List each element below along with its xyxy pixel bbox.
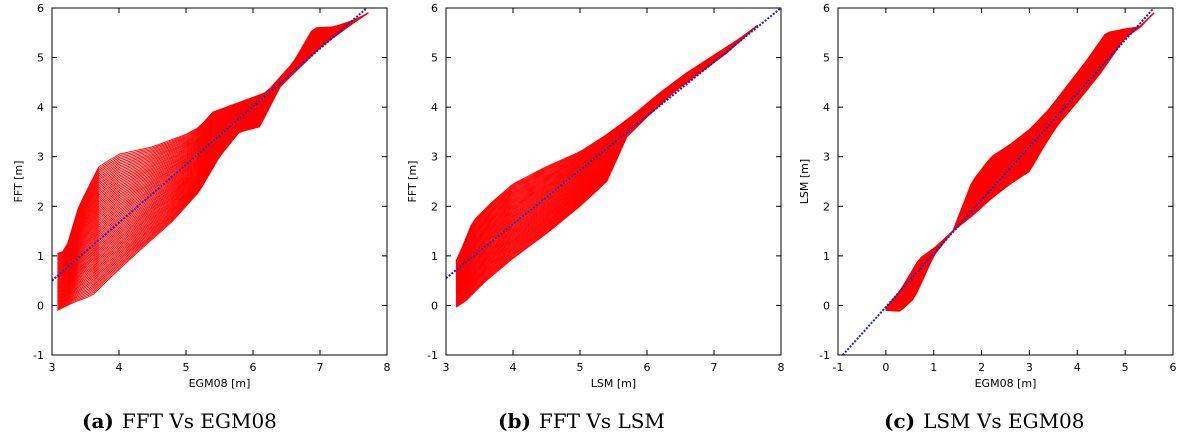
fit-line [51, 7, 368, 282]
chart-panel: 3 4 5 6 7 8 -1 0 1 2 3 4 5 6 EGM08 [m] FFT [m] (a) FFT Vs… [12, 2, 391, 433]
y-tick-label: 4 [37, 101, 44, 114]
y-tick-label: 0 [37, 299, 44, 312]
y-tick-label: 5 [431, 52, 438, 65]
x-tick-label: 7 [317, 361, 324, 374]
caption-text: LSM Vs EGM08 [923, 409, 1084, 433]
caption-letter: (c) [884, 409, 915, 433]
scatter-series [885, 12, 1155, 312]
fit-line [445, 7, 782, 279]
x-tick-label: 5 [577, 361, 584, 374]
plot-frame [837, 7, 1174, 356]
x-tick-label: 4 [510, 361, 517, 374]
x-axis-label: EGM08 [m] [975, 377, 1037, 390]
y-tick-label: 1 [823, 250, 830, 263]
plot-frame [51, 7, 388, 356]
chart-panel: 3 4 5 6 7 8 -1 0 1 2 3 4 5 6 LSM [m] FFT [m] (b) FFT Vs L… [406, 2, 785, 433]
x-tick-label: 6 [1170, 361, 1177, 374]
x-tick-label: 6 [250, 361, 257, 374]
y-tick-label: 2 [823, 200, 830, 213]
y-tick-label: 6 [431, 2, 438, 15]
x-tick-label: 5 [183, 361, 190, 374]
y-tick-label: 0 [431, 299, 438, 312]
y-tick-label: 6 [823, 2, 830, 15]
y-tick-label: 3 [823, 151, 830, 164]
scatter-trace [57, 12, 369, 297]
scatter-trace [57, 12, 369, 254]
scatter-trace [885, 12, 1155, 309]
y-axis-label: FFT [m] [406, 161, 419, 203]
scatter-series [455, 24, 758, 308]
x-tick-label: 3 [49, 361, 56, 374]
caption-text: FFT Vs LSM [539, 409, 665, 433]
x-tick-label: 7 [711, 361, 718, 374]
y-tick-label: 0 [823, 299, 830, 312]
y-tick-label: 3 [37, 151, 44, 164]
figure-caption: (b) FFT Vs LSM [498, 409, 665, 433]
y-tick-label: -1 [819, 349, 830, 362]
y-tick-label: 4 [823, 101, 830, 114]
x-tick-label: 4 [1074, 361, 1081, 374]
x-axis-label: LSM [m] [591, 377, 636, 390]
scatter-trace [455, 24, 758, 261]
figure-caption: (a) FFT Vs EGM08 [82, 409, 277, 433]
x-tick-label: -1 [833, 361, 844, 374]
x-tick-label: 4 [116, 361, 123, 374]
x-tick-label: 8 [778, 361, 785, 374]
x-tick-label: 5 [1122, 361, 1129, 374]
x-tick-label: 8 [384, 361, 391, 374]
y-axis-label: FFT [m] [12, 161, 25, 203]
scatter-series [57, 12, 369, 311]
y-tick-label: 4 [431, 101, 438, 114]
y-tick-label: 2 [431, 200, 438, 213]
y-tick-label: 5 [823, 52, 830, 65]
x-tick-label: 3 [443, 361, 450, 374]
y-axis-label: LSM [m] [798, 159, 811, 204]
y-tick-label: 5 [37, 52, 44, 65]
y-tick-label: 6 [37, 2, 44, 15]
y-tick-label: -1 [427, 349, 438, 362]
caption-text: FFT Vs EGM08 [122, 409, 277, 433]
y-tick-label: 3 [431, 151, 438, 164]
y-tick-label: -1 [33, 349, 44, 362]
x-tick-label: 0 [882, 361, 889, 374]
fit-line [842, 7, 1155, 356]
scatter-trace [57, 12, 369, 296]
caption-letter: (a) [82, 409, 114, 433]
y-tick-label: 1 [37, 250, 44, 263]
x-tick-label: 1 [930, 361, 937, 374]
figure-caption: (c) LSM Vs EGM08 [884, 409, 1085, 433]
x-axis-label: EGM08 [m] [189, 377, 251, 390]
chart-panel: -1 0 1 2 3 4 5 6 -1 0 1 2 3 4 5 6 EGM08 [m] LSM [m] (c) LSM… [798, 2, 1177, 433]
y-tick-label: 2 [37, 200, 44, 213]
y-tick-label: 1 [431, 250, 438, 263]
x-tick-label: 3 [1026, 361, 1033, 374]
x-tick-label: 6 [644, 361, 651, 374]
x-tick-label: 2 [978, 361, 985, 374]
caption-letter: (b) [498, 409, 531, 433]
plot-frame [445, 7, 782, 356]
